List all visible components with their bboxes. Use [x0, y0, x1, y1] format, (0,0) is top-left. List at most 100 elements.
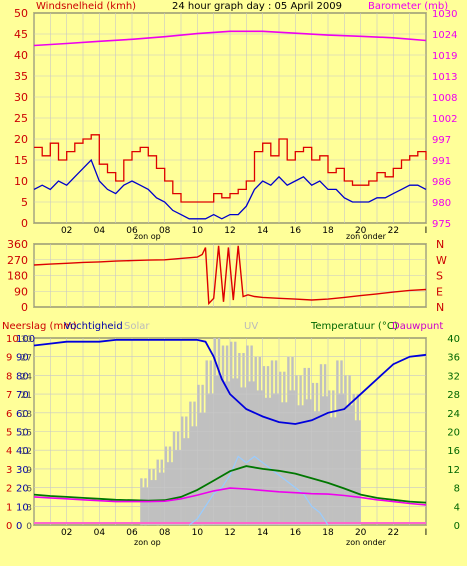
solar-bar [332, 390, 335, 525]
uv-tick-label: 24 [21, 372, 33, 382]
temperature-tick-label: 4 [454, 502, 460, 513]
wind-speed-axis-label: Windsnelheid (kmh) [36, 1, 136, 12]
solar-bar [152, 468, 155, 525]
barometer-tick-label: 1008 [432, 93, 457, 104]
uv-tick-label: 12 [21, 447, 32, 457]
temperature-tick-label: 20 [447, 428, 460, 439]
x-tick-label: 20 [355, 226, 367, 236]
solar-bar [285, 402, 288, 525]
solar-bar [301, 405, 304, 525]
x-tick-label: 14 [257, 528, 269, 538]
solar-bar [187, 438, 190, 525]
solar-bar [221, 345, 225, 525]
humidity-tick-label: 30 [16, 465, 29, 476]
solar-bar [150, 480, 153, 525]
barometer-tick-label: 997 [432, 135, 451, 146]
compass-tick-label: W [436, 254, 447, 267]
solar-bar [342, 393, 345, 525]
dewpoint-axis-label: Dauwpunt [392, 321, 443, 332]
rain-humidity-temp-x-ticks: 02 04 06 08 10 12 14 16 18 20 22 I [61, 528, 427, 538]
temperature-tick-label: 24 [447, 409, 460, 420]
x-tick-label: 10 [192, 528, 204, 538]
solar-bar [228, 381, 231, 525]
wind-speed-tick-label: 50 [14, 7, 28, 20]
barometer-tick-label: 980 [432, 198, 451, 209]
x-tick-label: 04 [94, 528, 106, 538]
wind-direction-tick-label: 90 [14, 285, 28, 298]
x-tick-label: 16 [290, 226, 302, 236]
wind-speed-tick-label: 10 [14, 175, 28, 188]
x-tick-label: 02 [61, 528, 72, 538]
solar-bar [330, 417, 333, 525]
x-tick-label: I [425, 528, 428, 538]
temperature-tick-label: 32 [447, 371, 460, 382]
solar-bar [166, 462, 170, 525]
solar-bar [240, 387, 243, 525]
barometer-axis-label: Barometer (mb) [368, 1, 448, 12]
solar-bar [340, 360, 343, 525]
solar-bar [260, 390, 263, 525]
x-tick-label: 10 [192, 226, 204, 236]
x-tick-label: 12 [224, 226, 235, 236]
solar-bar [232, 378, 235, 525]
wind-direction-tick-label: 360 [7, 238, 28, 251]
wind-pressure-lines [33, 30, 427, 220]
rain-tick-label: 10 [6, 334, 19, 345]
solar-bar [354, 420, 357, 525]
rain-axis-label: Neerslag (mm) [2, 321, 77, 332]
temperature-axis-label: Temperatuur (°C) [310, 321, 398, 332]
wind-speed-tick-label: 5 [21, 196, 28, 209]
solar-bar [321, 396, 325, 525]
wind-speed-tick-label: 15 [14, 154, 28, 167]
humidity-tick-label: 70 [16, 390, 29, 401]
solar-bar [305, 399, 308, 525]
solar-bar [350, 405, 353, 525]
solar-bar [317, 411, 321, 525]
solar-bar [191, 426, 194, 525]
solar-bar [283, 371, 286, 525]
solar-bar [258, 356, 261, 525]
solar-bar [287, 356, 290, 525]
barometer-ticks: 975 980 986 991 997 1002 1008 1013 1019 1024 1030 [432, 9, 457, 230]
solar-bar [315, 382, 319, 525]
wind-speed-tick-label: 20 [14, 133, 28, 146]
humidity-tick-label: 50 [16, 428, 29, 439]
solar-bar [234, 341, 237, 525]
barometer-tick-label: 986 [432, 177, 451, 188]
rain-tick-label: 2 [6, 484, 12, 495]
solar-bar [181, 416, 184, 525]
uv-tick-label: 6 [26, 485, 32, 495]
barometer-tick-label: 975 [432, 219, 451, 230]
rain-tick-label: 6 [6, 409, 12, 420]
wind-speed-line [33, 158, 427, 220]
x-tick-label: 18 [322, 226, 334, 236]
solar-bar [211, 393, 214, 525]
compass-tick-label: N [436, 301, 444, 314]
solar-bar [336, 360, 339, 525]
barometer-tick-label: 1013 [432, 72, 457, 83]
x-tick-label: 06 [126, 528, 138, 538]
x-tick-label: 18 [322, 528, 334, 538]
wind-speed-tick-label: 40 [14, 49, 28, 62]
uv-axis-label: UV [244, 321, 258, 332]
solar-bar [334, 417, 337, 525]
solar-bar [248, 381, 251, 525]
humidity-tick-label: 100 [16, 334, 35, 345]
solar-bar [183, 438, 186, 525]
wind-direction-tick-label: 180 [7, 270, 28, 283]
humidity-tick-label: 10 [16, 502, 29, 513]
rain-tick-label: 3 [6, 465, 12, 476]
rain-humidity-temp-grid [33, 337, 427, 526]
solar-bar [328, 390, 331, 525]
uv-tick-label: 15 [21, 429, 32, 439]
solar-bar [252, 381, 255, 525]
humidity-tick-label: 90 [16, 353, 29, 364]
wind-speed-tick-label: 0 [21, 217, 28, 230]
solar-bar [162, 472, 165, 525]
solar-bar [254, 356, 257, 525]
solar-bar [297, 405, 300, 525]
x-tick-label: I [425, 226, 428, 236]
compass-tick-label: N [436, 238, 444, 251]
